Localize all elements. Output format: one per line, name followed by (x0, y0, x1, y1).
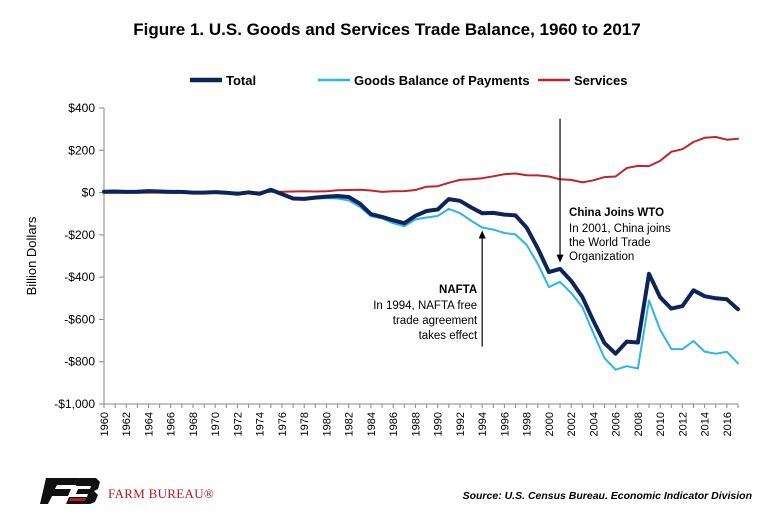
x-tick-label: 2010 (655, 412, 667, 436)
nafta-note-line: trade agreement (393, 315, 478, 327)
series-line-services (103, 136, 739, 194)
x-tick-label: 2004 (588, 412, 600, 436)
x-tick-label: 1960 (99, 412, 111, 436)
nafta-arrow-head (478, 230, 486, 239)
y-tick-label: -$800 (64, 355, 95, 369)
x-tick-label: 2014 (700, 412, 712, 436)
x-tick-label: 1966 (166, 412, 178, 436)
series-line-total (102, 187, 740, 356)
china-note-line: the World Trade (569, 237, 651, 249)
x-tick-label: 1974 (255, 412, 267, 436)
x-tick-label: 2016 (722, 412, 734, 436)
y-tick-label: $400 (68, 101, 95, 115)
y-tick-label: $0 (82, 186, 96, 200)
chart-title: Figure 1. U.S. Goods and Services Trade … (133, 20, 641, 39)
x-tick-label: 2000 (544, 412, 556, 436)
x-tick-label: 1964 (143, 412, 155, 436)
x-tick-label: 1984 (366, 412, 378, 436)
farm-bureau-wordmark: FARM BUREAU® (108, 486, 215, 501)
china-note-line: In 2001, China joins (569, 223, 671, 235)
x-tick-label: 1972 (232, 412, 244, 436)
x-tick-label: 1998 (522, 412, 534, 436)
y-axis-label: Billion Dollars (24, 216, 39, 295)
source-note: Source: U.S. Census Bureau. Economic Ind… (462, 490, 752, 502)
x-tick-label: 1992 (455, 412, 467, 436)
x-tick-label: 2008 (633, 412, 645, 436)
x-tick-label: 1980 (321, 412, 333, 436)
farm-bureau-logo-icon (40, 476, 102, 511)
y-tick-label: -$400 (64, 270, 95, 284)
x-tick-label: 2012 (677, 412, 689, 436)
x-tick-label: 1988 (410, 412, 422, 436)
nafta-note-line: In 1994, NAFTA free (373, 300, 477, 312)
y-tick-label: $200 (68, 143, 95, 157)
legend-label: Total (226, 73, 256, 88)
x-tick-label: 1978 (299, 412, 311, 436)
x-tick-label: 1962 (121, 412, 133, 436)
legend-label: Services (574, 73, 628, 88)
x-tick-label: 1976 (277, 412, 289, 436)
x-tick-label: 1994 (477, 412, 489, 436)
x-tick-label: 2006 (611, 412, 623, 436)
y-tick-label: -$600 (64, 312, 95, 326)
nafta-note-line: takes effect (419, 330, 478, 342)
x-tick-label: 2002 (566, 412, 578, 436)
x-tick-label: 1970 (210, 412, 222, 436)
y-tick-label: -$200 (64, 228, 95, 242)
x-tick-label: 1986 (388, 412, 400, 436)
x-tick-label: 1968 (188, 412, 200, 436)
x-tick-label: 1982 (344, 412, 356, 436)
china-arrow-head (556, 254, 564, 263)
china-note-line: Organization (569, 251, 634, 263)
china-title: China Joins WTO (569, 207, 664, 219)
legend-label: Goods Balance of Payments (354, 73, 530, 88)
chart-area: $400 $200 $0 -$200 -$400 -$600 -$800 -$1,000 196… (24, 73, 740, 436)
x-tick-label: 1996 (499, 412, 511, 436)
y-tick-label: -$1,000 (54, 397, 95, 411)
nafta-title: NAFTA (439, 284, 477, 296)
x-tick-label: 1990 (433, 412, 445, 436)
